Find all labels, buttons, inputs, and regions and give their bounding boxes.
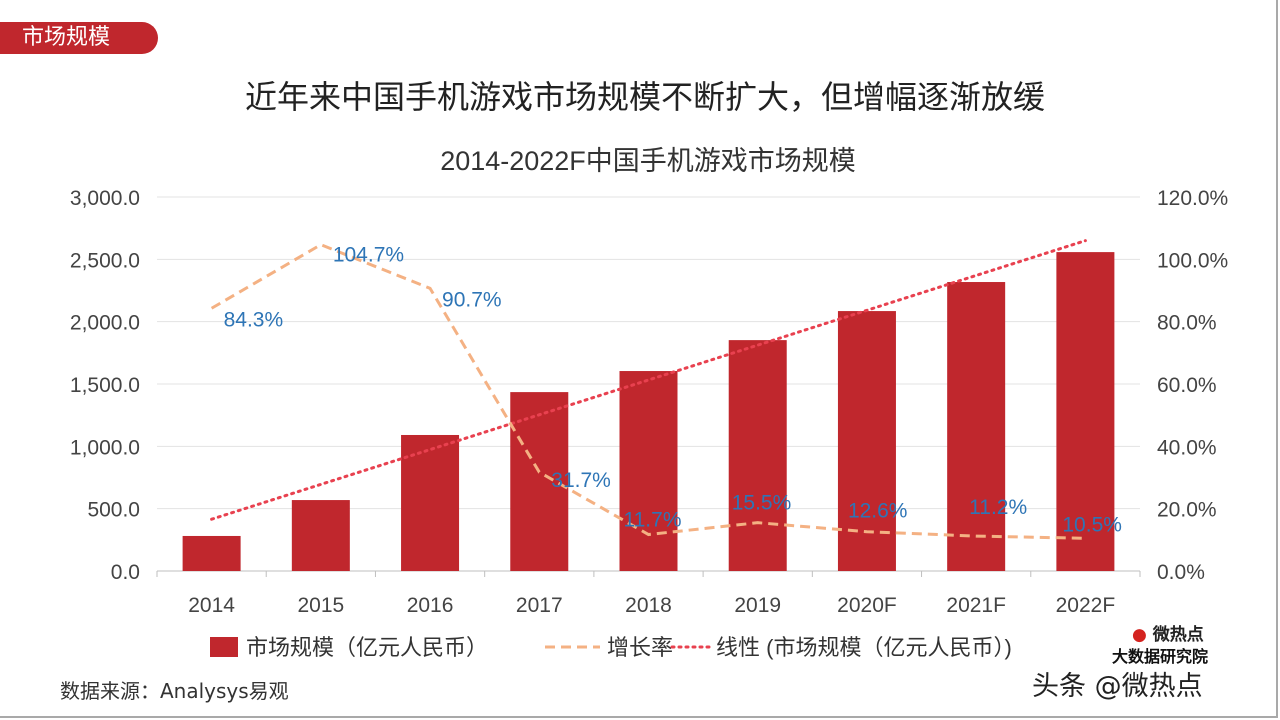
x-tick-label: 2016 — [407, 594, 454, 617]
bar-2015 — [291, 500, 350, 571]
y-right-tick-label: 80.0% — [1157, 312, 1217, 335]
x-tick-label: 2022F — [1056, 594, 1116, 617]
watermark-institute: 大数据研究院 — [1112, 647, 1209, 666]
y-right-tick-label: 20.0% — [1157, 499, 1217, 522]
x-tick-label: 2015 — [297, 594, 344, 617]
legend-label-bar: 市场规模（亿元人民币） — [246, 635, 488, 660]
x-tick-label: 2021F — [946, 594, 1006, 617]
y-left-tick-label: 0.0 — [111, 561, 140, 584]
y-left-tick-label: 2,000.0 — [70, 312, 140, 335]
trendline — [210, 239, 1087, 521]
chart-title: 2014-2022F中国手机游戏市场规模 — [440, 146, 856, 176]
legend-label-trend: 线性 (市场规模（亿元人民币）) — [716, 635, 1012, 660]
bar-2020F — [837, 311, 896, 571]
growth-label-2020F: 12.6% — [848, 500, 908, 523]
legend-swatch-bar — [210, 637, 238, 657]
growth-label-2021F: 11.2% — [969, 496, 1027, 519]
growth-label-2016: 90.7% — [442, 288, 502, 311]
x-tick-label: 2017 — [516, 594, 563, 617]
y-right-tick-label: 100.0% — [1157, 249, 1228, 272]
watermark-brand-text: 微热点 — [1152, 625, 1204, 645]
bar-2016 — [401, 434, 460, 571]
bar-2014 — [182, 535, 241, 571]
growth-label-2018: 11.7% — [624, 509, 682, 532]
y-left-tick-label: 1,000.0 — [70, 436, 140, 459]
growth-label-2022F: 10.5% — [1062, 513, 1122, 536]
x-tick-label: 2014 — [188, 594, 235, 617]
bar-2019 — [728, 340, 787, 571]
y-right-tick-label: 120.0% — [1157, 187, 1228, 210]
section-tag: 市场规模 — [0, 22, 158, 54]
y-left-tick-label: 1,500.0 — [70, 374, 140, 397]
y-right-tick-label: 60.0% — [1157, 374, 1217, 397]
y-right-tick-label: 40.0% — [1157, 436, 1217, 459]
watermark-brand: ● 微热点 — [1132, 620, 1204, 645]
y-left-tick-label: 2,500.0 — [70, 249, 140, 272]
bar-2022F — [1056, 252, 1115, 571]
bar-2021F — [947, 282, 1006, 571]
y-left-tick-label: 500.0 — [87, 499, 140, 522]
legend-label-growth: 增长率 — [607, 635, 673, 660]
x-tick-label: 2020F — [837, 594, 897, 617]
weibo-eye-icon: ● — [1132, 625, 1147, 645]
headline: 近年来中国手机游戏市场规模不断扩大，但增幅逐渐放缓 — [244, 78, 1045, 116]
source-note: 数据来源：Analysys易观 — [60, 679, 289, 703]
growth-label-2019: 15.5% — [732, 492, 792, 515]
x-tick-label: 2018 — [625, 594, 672, 617]
y-left-tick-label: 3,000.0 — [70, 187, 140, 210]
y-right-tick-label: 0.0% — [1157, 561, 1205, 584]
watermark-account: 头条 @微热点 — [1032, 671, 1203, 702]
bar-2018 — [619, 371, 678, 571]
growth-label-2015: 104.7% — [333, 244, 404, 267]
x-tick-label: 2019 — [734, 594, 781, 617]
growth-rate-line — [210, 243, 1086, 540]
growth-label-2017: 31.7% — [551, 469, 611, 492]
growth-label-2014: 84.3% — [224, 308, 284, 331]
